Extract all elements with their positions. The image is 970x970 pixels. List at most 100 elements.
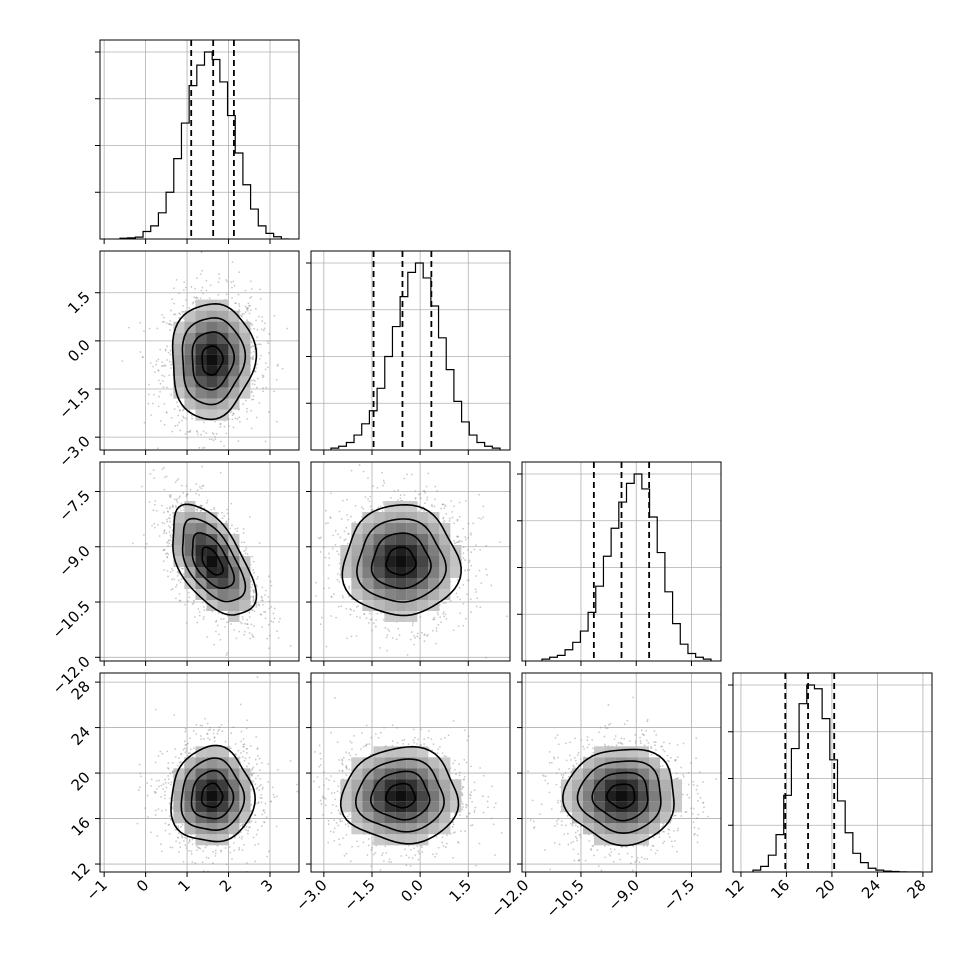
density-cell [195, 343, 207, 355]
sample-point [455, 541, 458, 544]
sample-point [264, 611, 267, 613]
sample-point [213, 508, 216, 511]
density-cell [395, 501, 407, 512]
sample-point [353, 609, 355, 612]
sample-point [251, 555, 254, 558]
sample-point [157, 405, 160, 408]
sample-point [330, 596, 333, 599]
sample-point [330, 615, 333, 617]
sample-point [231, 297, 233, 299]
sample-point [246, 623, 249, 626]
sample-point [475, 575, 478, 577]
sample-point [171, 569, 174, 572]
sample-point [158, 395, 160, 398]
sample-point [250, 580, 252, 583]
sample-point [148, 327, 151, 330]
sample-point [169, 571, 172, 573]
sample-point [260, 354, 262, 357]
sample-point [252, 379, 255, 381]
histogram-panel [95, 39, 300, 244]
sample-point [152, 469, 155, 471]
sample-point [245, 825, 248, 828]
sample-point [178, 599, 181, 602]
sample-point [264, 368, 267, 371]
sample-point [212, 433, 215, 436]
sample-point [383, 482, 386, 484]
density-cell [406, 567, 418, 578]
sample-point [203, 446, 206, 449]
sample-point [189, 488, 192, 491]
sample-point [198, 485, 201, 488]
sample-point [202, 430, 205, 433]
sample-point [155, 363, 157, 366]
sample-point [153, 393, 155, 396]
sample-point [369, 505, 372, 508]
density-cell [228, 310, 240, 322]
sample-point [418, 504, 421, 507]
sample-point [442, 521, 445, 524]
sample-point [174, 425, 177, 427]
density-cell [362, 578, 374, 589]
density-cell [384, 567, 396, 578]
sample-point [370, 509, 373, 511]
sample-point [342, 596, 344, 599]
sample-point [158, 535, 161, 537]
sample-point [267, 342, 270, 345]
sample-point [479, 606, 482, 609]
sample-point [178, 409, 181, 412]
sample-point [314, 581, 317, 584]
density-cell [184, 578, 196, 589]
density-cell [384, 600, 396, 611]
density-cell [373, 512, 385, 523]
sample-point [232, 412, 235, 415]
sample-point [222, 618, 225, 620]
sample-point [139, 321, 142, 324]
sample-point [171, 529, 174, 532]
sample-point [181, 459, 183, 461]
sample-point [193, 616, 196, 618]
sample-point [195, 492, 197, 495]
sample-point [349, 613, 352, 616]
sample-point [457, 541, 460, 543]
sample-point [254, 308, 257, 310]
sample-point [375, 619, 378, 621]
sample-point [232, 280, 235, 283]
density-cell [195, 310, 207, 322]
sample-point [250, 379, 253, 382]
sample-point [260, 599, 263, 602]
density-cell [417, 545, 429, 556]
sample-point [173, 313, 176, 316]
sample-point [185, 485, 188, 487]
sample-point [236, 527, 239, 530]
sample-point [456, 595, 459, 598]
sample-point [219, 422, 222, 425]
density-cell [395, 589, 407, 600]
sample-point [246, 623, 249, 625]
sample-point [175, 499, 178, 502]
sample-point [372, 622, 375, 625]
density-cell [228, 589, 240, 600]
sample-point [249, 637, 252, 640]
sample-point [462, 527, 465, 530]
sample-point [344, 538, 347, 541]
sample-point [246, 417, 249, 420]
sample-point [268, 634, 271, 637]
sample-point [256, 343, 258, 346]
sample-point [272, 612, 275, 615]
sample-point [414, 637, 416, 639]
sample-point [460, 540, 463, 543]
density-contour [201, 345, 224, 376]
density-cell [384, 545, 396, 556]
sample-point [152, 509, 155, 512]
sample-point [251, 345, 254, 347]
sample-point [252, 395, 255, 397]
sample-point [170, 393, 173, 396]
sample-point [258, 401, 261, 404]
sample-point [470, 564, 473, 567]
sample-point [186, 493, 189, 496]
sample-point [268, 647, 270, 650]
sample-point [244, 552, 247, 555]
sample-point [181, 311, 184, 313]
sample-point [178, 421, 181, 424]
sample-point [267, 623, 270, 626]
